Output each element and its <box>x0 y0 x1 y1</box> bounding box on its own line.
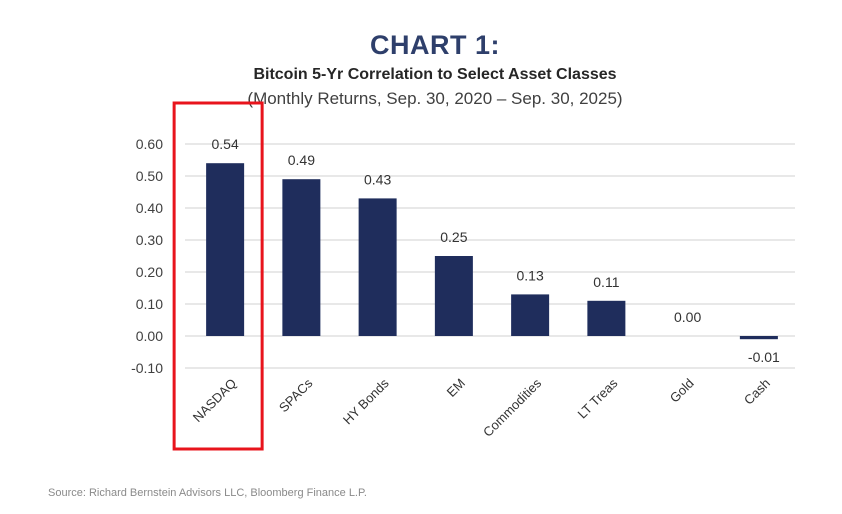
bar-spacs <box>282 179 321 336</box>
data-label: 0.11 <box>593 274 619 290</box>
bar-lt-treas <box>587 300 626 336</box>
x-tick-label: LT Treas <box>574 375 620 421</box>
y-tick-label: 0.00 <box>136 328 163 344</box>
chart-subtitle: Bitcoin 5-Yr Correlation to Select Asset… <box>253 66 617 83</box>
y-tick-label: 0.10 <box>136 296 163 312</box>
x-tick-label: Gold <box>667 376 697 406</box>
x-tick-label: Commodities <box>480 375 545 440</box>
data-label: 0.43 <box>364 171 391 187</box>
y-tick-label: 0.30 <box>136 232 163 248</box>
y-tick-label: 0.50 <box>136 168 163 184</box>
y-tick-label: 0.40 <box>136 200 163 216</box>
chart-date-range: (Monthly Returns, Sep. 30, 2020 – Sep. 3… <box>247 89 623 108</box>
bars <box>206 163 778 340</box>
x-tick-label: HY Bonds <box>340 375 392 427</box>
y-tick-label: 0.20 <box>136 264 163 280</box>
x-tick-label: SPACs <box>276 375 316 415</box>
bar-nasdaq <box>206 163 245 336</box>
x-tick-label: Cash <box>741 376 773 408</box>
highlight-box <box>172 101 264 451</box>
y-axis-ticks: 0.60 0.50 0.40 0.30 0.20 0.10 0.00 -0.10 <box>131 136 163 376</box>
data-label: 0.13 <box>517 267 544 283</box>
data-labels: 0.54 0.49 0.43 0.25 0.13 0.11 0.00 -0.01 <box>212 136 781 365</box>
data-label: 0.54 <box>212 136 239 152</box>
x-tick-label: EM <box>444 376 468 400</box>
x-axis-labels: NASDAQ SPACs HY Bonds EM Commodities LT Treas… <box>190 375 773 440</box>
bar-em <box>434 256 473 336</box>
y-tick-label: -0.10 <box>131 360 163 376</box>
x-tick-label: NASDAQ <box>190 376 239 425</box>
y-tick-label: 0.60 <box>136 136 163 152</box>
data-label: -0.01 <box>748 349 780 365</box>
gridlines <box>185 143 795 369</box>
source-note: Source: Richard Bernstein Advisors LLC, … <box>48 487 367 499</box>
bar-cash <box>739 336 778 340</box>
data-label: 0.25 <box>440 229 467 245</box>
data-label: 0.00 <box>674 309 701 325</box>
bar-commodities <box>511 294 550 336</box>
bar-hy-bonds <box>358 198 397 336</box>
bar-chart: 0.600.500.400.300.200.100.00-0.10 0.540.… <box>131 101 795 451</box>
data-label: 0.49 <box>288 152 315 168</box>
chart-title: CHART 1: <box>370 30 500 60</box>
